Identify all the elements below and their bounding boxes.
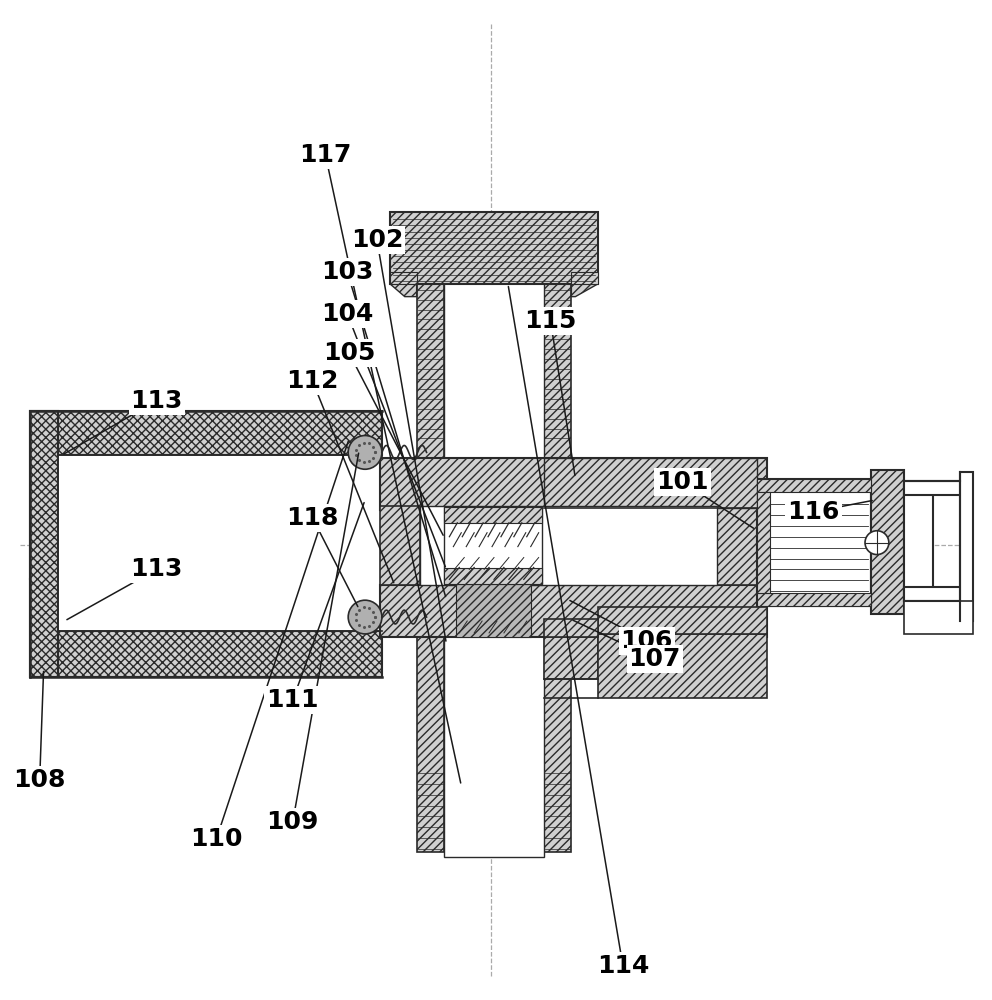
Bar	[544, 637, 598, 679]
Polygon shape	[571, 284, 598, 297]
Polygon shape	[904, 601, 973, 634]
Text: 110: 110	[190, 827, 242, 851]
Bar	[420, 506, 717, 585]
Bar	[598, 607, 767, 634]
Polygon shape	[456, 584, 531, 637]
Bar	[380, 585, 767, 637]
Bar	[904, 485, 933, 599]
Text: 118: 118	[287, 506, 338, 530]
Text: 111: 111	[267, 688, 318, 712]
Circle shape	[348, 436, 382, 469]
Polygon shape	[571, 272, 598, 284]
Polygon shape	[390, 272, 417, 284]
Text: 109: 109	[267, 810, 318, 834]
Bar	[871, 470, 904, 614]
Text: 115: 115	[525, 309, 576, 333]
Text: 102: 102	[351, 228, 403, 252]
Bar	[757, 479, 871, 492]
Text: 101: 101	[657, 470, 708, 494]
Bar	[598, 634, 767, 698]
Bar	[757, 479, 871, 606]
Text: 113: 113	[131, 389, 183, 413]
Text: 117: 117	[300, 143, 351, 167]
Text: 106: 106	[621, 629, 673, 653]
Text: 113: 113	[131, 557, 183, 581]
Bar	[544, 619, 598, 637]
Bar	[757, 593, 871, 606]
Text: 114: 114	[597, 954, 649, 978]
Text: 105: 105	[323, 341, 375, 365]
Text: 104: 104	[321, 302, 373, 326]
Bar	[444, 507, 542, 523]
Text: 108: 108	[14, 768, 65, 792]
Circle shape	[348, 600, 382, 634]
Text: 116: 116	[788, 500, 839, 524]
Bar	[544, 458, 757, 508]
Bar	[390, 212, 598, 284]
Bar	[444, 277, 544, 857]
Bar	[757, 492, 770, 593]
Bar	[30, 411, 58, 677]
Bar	[960, 472, 973, 621]
Bar	[380, 458, 767, 510]
Bar	[904, 481, 963, 495]
Bar	[904, 587, 963, 601]
Bar	[58, 455, 382, 631]
Text: 103: 103	[321, 260, 373, 284]
Polygon shape	[30, 411, 382, 579]
Polygon shape	[30, 579, 382, 677]
Text: 112: 112	[287, 369, 338, 393]
Bar	[444, 568, 542, 584]
Bar	[417, 277, 444, 852]
Circle shape	[865, 531, 889, 555]
Bar	[444, 507, 542, 584]
Bar	[380, 506, 420, 585]
Bar	[544, 277, 571, 852]
Polygon shape	[390, 284, 417, 297]
Text: 107: 107	[629, 647, 681, 671]
Bar	[714, 506, 767, 585]
